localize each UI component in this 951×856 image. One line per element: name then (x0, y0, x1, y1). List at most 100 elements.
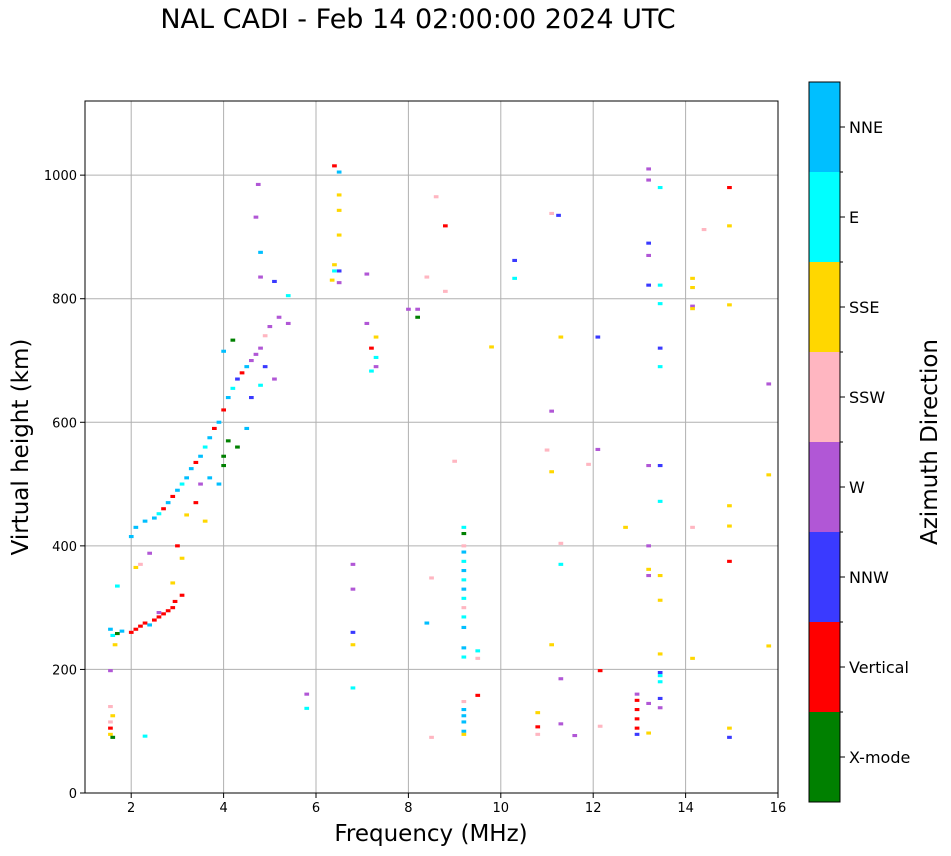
data-point-ssw (597, 724, 603, 728)
data-point-sse (727, 726, 732, 730)
x-tick-label: 2 (127, 801, 135, 816)
data-point-e (461, 615, 467, 619)
data-point-sse (461, 732, 467, 736)
colorbar-tick-label: E (849, 208, 859, 227)
data-point-sse (373, 335, 379, 339)
data-point-nne (142, 519, 148, 523)
data-point-vertical (212, 426, 217, 430)
data-point-ssw (475, 656, 481, 660)
data-point-nne (147, 623, 152, 627)
colorbar-swatch-w (809, 442, 840, 532)
data-point-nne (258, 250, 263, 254)
x-tick-label: 12 (585, 801, 602, 816)
data-point-sse (170, 581, 176, 585)
data-point-vertical (193, 460, 199, 464)
data-point-nne (461, 720, 467, 724)
data-point-sse (133, 565, 139, 569)
data-point-e (461, 559, 467, 563)
data-point-e (156, 512, 162, 516)
data-point-w (336, 281, 342, 285)
data-point-e (657, 186, 663, 190)
data-point-e (461, 525, 467, 529)
data-point-vertical (369, 346, 374, 350)
data-point-nne (461, 729, 467, 733)
colorbar-tick-label: NNW (849, 568, 889, 587)
data-point-vertical (727, 186, 732, 190)
y-tick-label: 800 (52, 293, 77, 308)
colorbar-swatch-nnw (809, 532, 840, 622)
data-point-sse (336, 193, 342, 197)
data-point-x-mode (235, 445, 240, 449)
data-point-e (285, 294, 291, 298)
data-points (108, 164, 772, 739)
y-tick-label: 600 (52, 416, 77, 431)
data-point-e (461, 655, 467, 659)
data-point-w (657, 706, 663, 710)
data-point-nnw (556, 213, 561, 217)
colorbar-swatch-vertical (809, 622, 840, 712)
x-tick-label: 14 (677, 801, 694, 816)
data-point-nne (188, 467, 194, 471)
data-point-vertical (142, 621, 148, 625)
data-point-nne (216, 482, 222, 486)
colorbar-tick-label: X-mode (849, 748, 910, 767)
data-point-vertical (634, 726, 640, 730)
data-point-e (657, 499, 663, 503)
data-point-w (634, 692, 640, 696)
data-point-vertical (597, 669, 603, 673)
data-point-e (657, 365, 663, 369)
data-point-nnw (272, 279, 277, 283)
data-point-w (258, 275, 263, 279)
data-point-w (646, 253, 651, 257)
y-tick-label: 400 (52, 540, 77, 555)
data-point-sse (184, 513, 189, 517)
data-point-x-mode (415, 315, 420, 319)
data-point-nne (184, 476, 189, 480)
data-point-nnw (350, 630, 356, 634)
data-point-nnw (336, 269, 342, 273)
data-point-vertical (128, 630, 134, 634)
data-point-e (142, 734, 148, 738)
data-point-nne (216, 420, 222, 424)
data-point-w (108, 669, 113, 673)
data-point-e (475, 649, 481, 653)
data-point-e (230, 386, 236, 390)
data-point-ssw (461, 606, 467, 610)
data-point-e (258, 383, 263, 387)
data-point-nnw (262, 365, 268, 369)
data-point-vertical (193, 501, 199, 505)
colorbar-swatch-ssw (809, 352, 840, 442)
data-point-e (512, 276, 517, 280)
data-point-sse (336, 208, 342, 212)
data-point-sse (727, 524, 732, 528)
data-point-sse (489, 345, 494, 349)
data-point-vertical (221, 408, 226, 412)
data-point-e (350, 686, 356, 690)
data-point-e (332, 269, 337, 273)
data-point-vertical (332, 164, 337, 168)
y-tick-label: 0 (69, 787, 77, 802)
data-point-e (657, 674, 663, 678)
data-point-w (572, 734, 578, 738)
data-point-w (258, 346, 263, 350)
data-point-w (364, 321, 370, 325)
data-point-w (646, 167, 651, 171)
data-point-sse (690, 307, 695, 311)
data-point-vertical (634, 708, 640, 712)
data-point-vertical (133, 627, 139, 631)
data-point-w (373, 365, 379, 369)
data-point-ssw (108, 720, 113, 724)
data-point-vertical (727, 559, 732, 563)
data-point-w (595, 447, 601, 451)
data-point-sse (657, 574, 663, 578)
data-point-sse (350, 643, 356, 647)
data-point-x-mode (230, 338, 236, 342)
data-point-ssw (701, 228, 707, 232)
data-point-e (657, 283, 663, 287)
data-point-sse (112, 643, 118, 647)
data-point-sse (108, 732, 113, 736)
data-point-nne (133, 525, 139, 529)
grid-lines (85, 101, 779, 794)
data-point-ssw (586, 462, 591, 466)
data-point-e (558, 562, 564, 566)
